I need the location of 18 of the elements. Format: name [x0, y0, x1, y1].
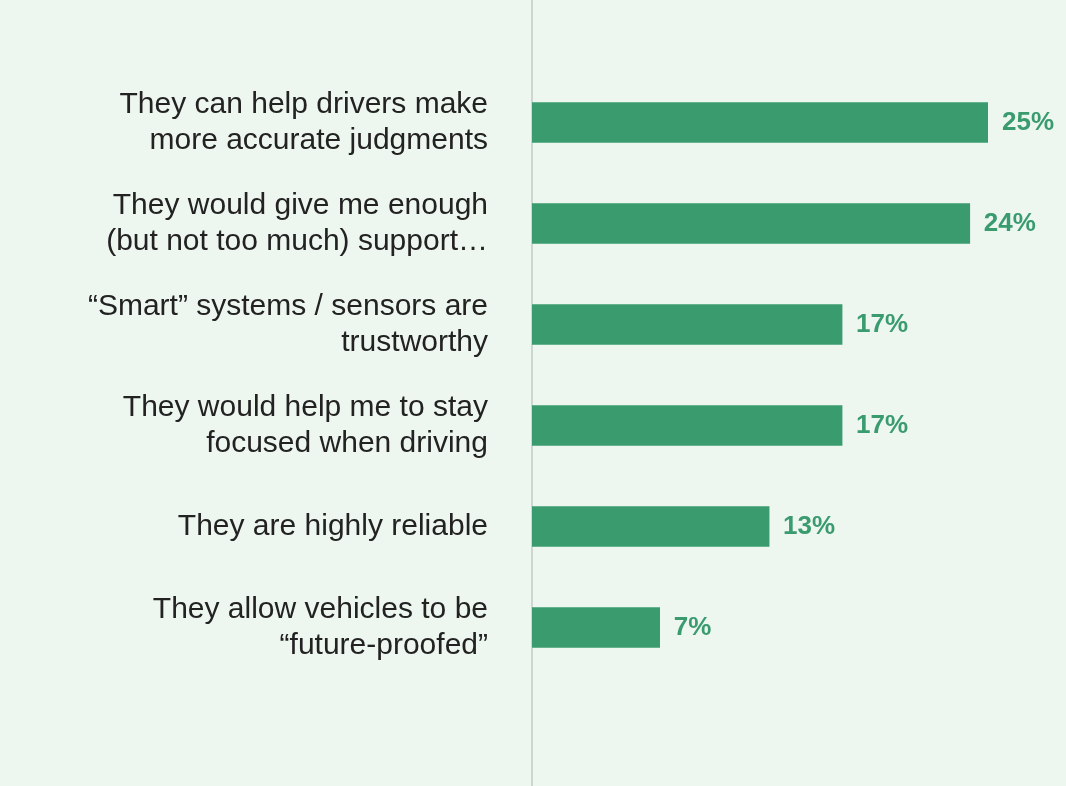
bar — [532, 607, 661, 648]
y-tick-label: They allow vehicles to be “future-proofed” — [152, 590, 488, 660]
bar — [532, 405, 843, 446]
y-tick-label: They would help me to stay focused when driving — [122, 388, 488, 458]
data-label: 24% — [983, 206, 1036, 237]
data-label: 25% — [1002, 105, 1055, 136]
data-label: 7% — [673, 610, 712, 641]
y-tick-label: “Smart” systems / sensors are trustworthy — [87, 287, 488, 357]
data-label: 17% — [856, 408, 909, 439]
bar — [532, 203, 971, 244]
data-label: 13% — [783, 509, 836, 540]
y-tick-label: They would give me enough (but not too much) support… — [106, 186, 488, 256]
bar — [532, 102, 988, 143]
y-tick-label: They are highly reliable — [177, 507, 488, 541]
bar — [532, 304, 843, 345]
y-tick-label: They can help drivers make more accurate judgments — [119, 85, 488, 155]
data-label: 17% — [856, 307, 909, 338]
bar — [532, 506, 770, 547]
